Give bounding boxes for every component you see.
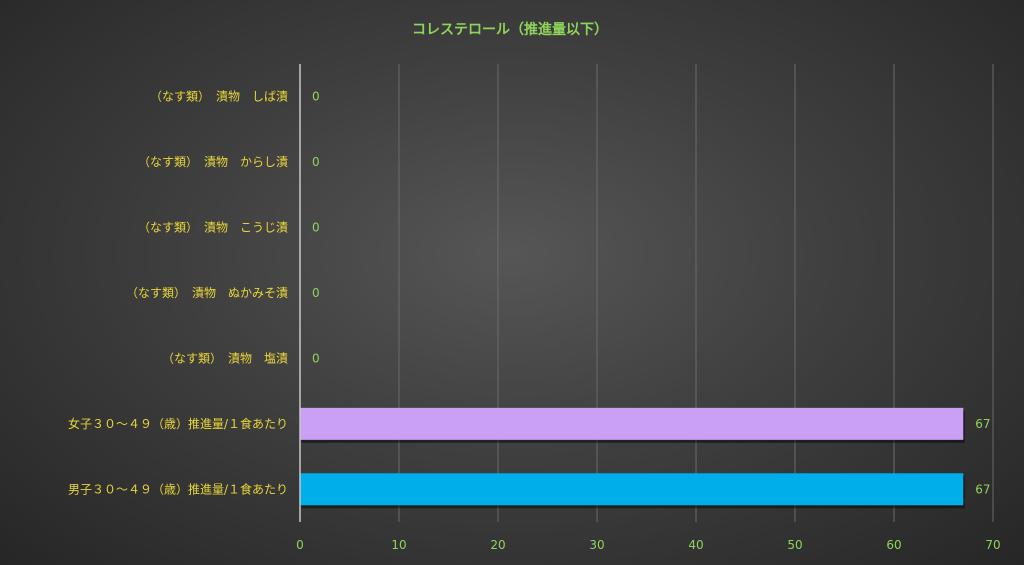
x-tick-label: 20	[490, 538, 505, 552]
bar	[300, 473, 964, 506]
x-tick-label: 50	[787, 538, 802, 552]
data-label: 0	[312, 286, 320, 300]
category-label: （なす類） 漬物 こうじ漬	[138, 220, 288, 235]
category-label: 男子３０～４９（歳）推進量/１食あたり	[68, 481, 288, 496]
x-tick-label: 0	[296, 538, 304, 552]
bars	[300, 407, 965, 509]
category-label: 女子３０～４９（歳）推進量/１食あたり	[68, 416, 288, 431]
category-label: （なす類） 漬物 からし漬	[138, 154, 288, 169]
category-labels: （なす類） 漬物 しば漬 （なす類） 漬物 からし漬 （なす類） 漬物 こうじ漬 （な…	[68, 89, 288, 497]
data-label: 0	[312, 155, 320, 169]
category-label: （なす類） 漬物 塩漬	[162, 350, 288, 365]
bar	[300, 407, 964, 440]
data-label: 0	[312, 90, 320, 104]
data-labels: 0 0 0 0 0 67 67	[312, 90, 991, 497]
category-label: （なす類） 漬物 ぬかみそ漬	[126, 285, 288, 300]
data-label: 67	[975, 482, 990, 496]
data-label: 0	[312, 351, 320, 365]
x-tick-label: 40	[688, 538, 703, 552]
x-tick-label: 10	[391, 538, 406, 552]
x-tick-label: 70	[985, 538, 1000, 552]
x-tick-label: 30	[589, 538, 604, 552]
x-tick-label: 60	[886, 538, 901, 552]
data-label: 0	[312, 221, 320, 235]
gridlines	[398, 64, 994, 522]
category-label: （なす類） 漬物 しば漬	[150, 89, 288, 104]
data-label: 67	[975, 417, 990, 431]
chart-title: コレステロール（推進量以下）	[412, 21, 608, 38]
x-axis-tick-labels: 0 10 20 30 40 50 60 70	[296, 538, 1000, 552]
